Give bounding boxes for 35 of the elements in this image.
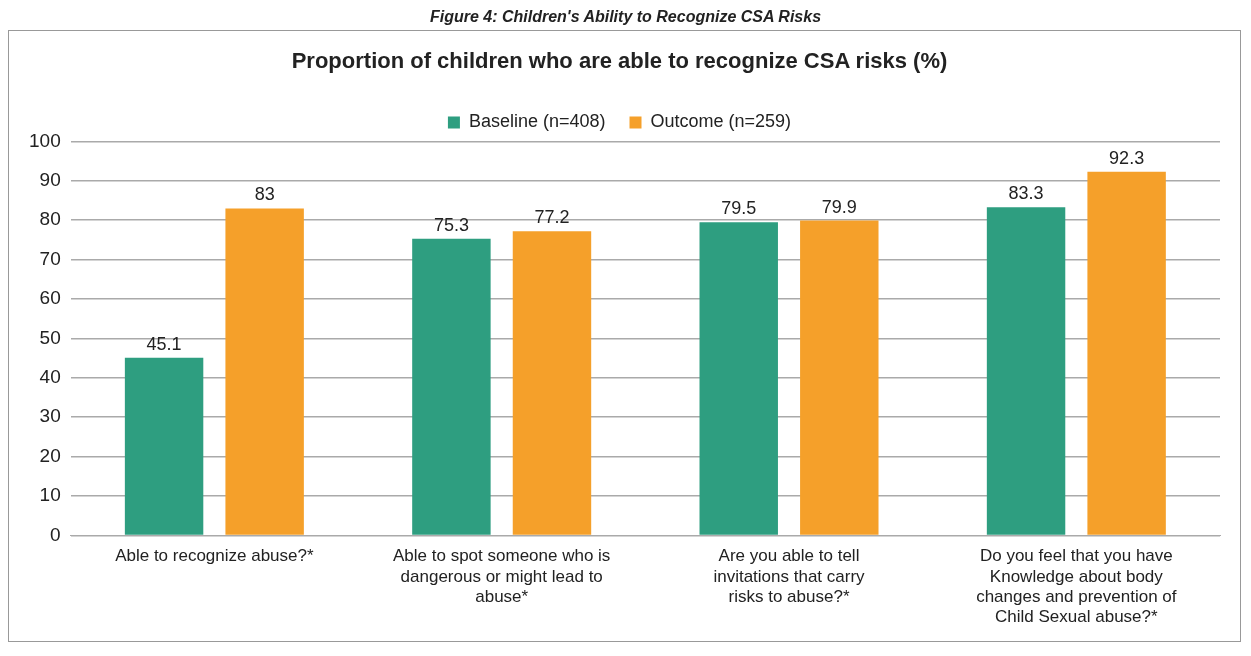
data-label: 79.5 — [721, 198, 757, 219]
x-tick-label: Able to spot someone who is dangerous or might lead to abuse* — [393, 546, 611, 607]
data-label: 75.3 — [433, 214, 469, 235]
bar — [986, 207, 1066, 535]
y-tick-label: 20 — [39, 444, 61, 466]
x-tick-label: Able to recognize abuse?* — [115, 546, 314, 566]
data-label: 45.1 — [146, 333, 182, 354]
legend-label: Outcome (n=259) — [650, 111, 792, 132]
x-tick-label: Do you feel that you have Knowledge about body changes and prevention of Child Sexual abuse?* — [976, 546, 1177, 627]
data-label: 83.3 — [1008, 183, 1044, 204]
caption: Figure 4: Children's Ability to Recognize CSA Risks — [428, 8, 823, 27]
y-tick-label: 80 — [39, 208, 61, 230]
y-tick-label: 90 — [39, 169, 61, 191]
legend-label: Baseline (n=408) — [468, 111, 606, 132]
y-tick-label: 40 — [39, 366, 61, 388]
bar — [412, 238, 491, 535]
bar — [512, 231, 592, 535]
data-label: 77.2 — [534, 207, 570, 228]
bar — [699, 222, 778, 535]
y-tick-label: 100 — [29, 129, 61, 151]
bar — [1087, 171, 1166, 535]
y-tick-label: 0 — [50, 523, 61, 545]
y-tick-label: 60 — [39, 287, 61, 309]
y-tick-label: 30 — [39, 405, 61, 427]
bar — [124, 357, 204, 535]
data-label: 79.9 — [821, 196, 857, 217]
x-tick-label: Are you able to tell invitations that carry risks to abuse?* — [713, 546, 866, 607]
y-tick-label: 10 — [39, 484, 61, 506]
y-tick-label: 70 — [39, 247, 61, 269]
data-label: 83 — [254, 184, 275, 205]
y-tick-label: 50 — [39, 326, 61, 348]
bar — [225, 208, 304, 535]
bar — [800, 220, 879, 535]
data-label: 92.3 — [1109, 147, 1145, 168]
chart-title: Proportion of children who are able to recognize CSA risks (%) — [291, 48, 948, 74]
